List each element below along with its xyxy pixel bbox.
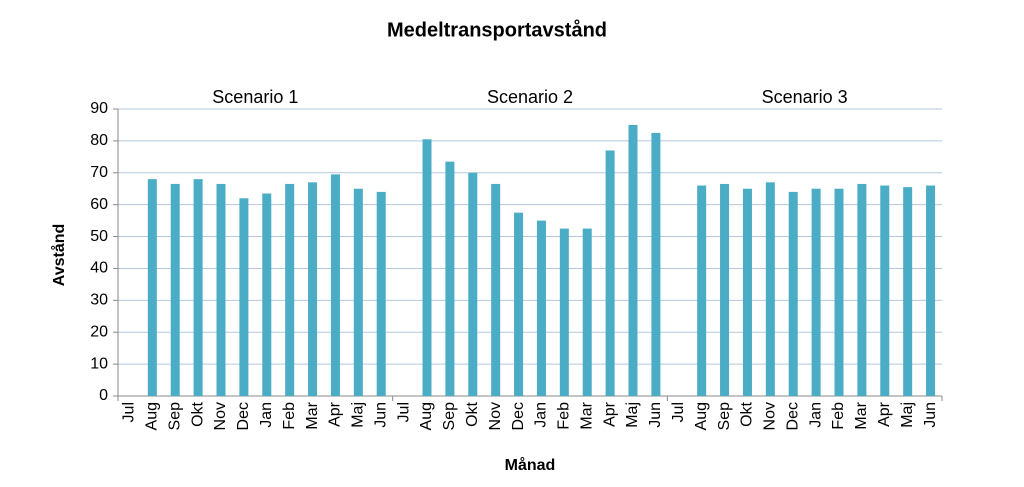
x-tick-label: Nov	[212, 402, 229, 430]
y-tick-label: 80	[90, 132, 108, 149]
bar	[239, 198, 249, 396]
bar	[880, 185, 890, 396]
y-tick-label: 20	[90, 323, 108, 340]
bar	[834, 188, 844, 396]
x-tick-label: Nov	[487, 402, 504, 430]
bar	[285, 183, 295, 396]
x-tick-label: Mar	[853, 401, 870, 429]
x-tick-label: Feb	[281, 402, 298, 430]
x-tick-label: Mar	[578, 401, 595, 429]
y-tick-label: 40	[90, 260, 108, 277]
bar	[628, 124, 638, 396]
bar	[216, 183, 226, 396]
panel-title: Scenario 2	[487, 87, 573, 107]
x-tick-label: Dec	[510, 402, 527, 430]
y-axis-label: Avstånd	[50, 224, 68, 287]
x-tick-label: Sep	[441, 402, 458, 431]
x-tick-label: Aug	[144, 402, 161, 430]
x-tick-label: Jan	[807, 402, 824, 428]
bar	[857, 183, 867, 396]
x-tick-label: Nov	[762, 402, 779, 430]
x-tick-label: Jul	[395, 402, 412, 422]
x-tick-label: Jun	[647, 402, 664, 428]
bar	[903, 187, 913, 396]
bar	[605, 150, 615, 396]
bar	[514, 212, 524, 396]
bar	[170, 183, 180, 396]
x-axis-label: Månad	[505, 456, 556, 474]
bar	[376, 191, 386, 396]
x-tick-label: Okt	[464, 401, 481, 426]
y-tick-label: 90	[90, 100, 108, 117]
bar	[720, 183, 730, 396]
bar	[468, 172, 478, 396]
x-tick-label: Feb	[556, 402, 573, 430]
panel-title: Scenario 3	[762, 87, 848, 107]
y-tick-label: 70	[90, 164, 108, 181]
bar	[765, 182, 775, 396]
bar	[330, 174, 340, 396]
x-tick-label: Maj	[624, 402, 641, 428]
bar	[422, 139, 432, 397]
x-tick-label: Mar	[304, 401, 321, 429]
x-tick-label: Jun	[922, 402, 939, 428]
bar	[536, 220, 546, 396]
y-tick-label: 10	[90, 355, 108, 372]
bar	[308, 182, 318, 396]
bar	[811, 188, 821, 396]
x-tick-label: Jan	[258, 402, 275, 428]
y-tick-label: 0	[99, 387, 108, 404]
bar	[742, 188, 752, 396]
y-tick-label: 50	[90, 228, 108, 245]
x-tick-label: Apr	[601, 401, 618, 427]
x-tick-label: Apr	[327, 401, 344, 427]
y-tick-label: 60	[90, 196, 108, 213]
bar	[193, 179, 203, 396]
x-tick-label: Maj	[899, 402, 916, 428]
x-tick-label: Okt	[739, 401, 756, 426]
x-tick-label: Apr	[876, 401, 893, 427]
bar	[697, 185, 707, 396]
bar	[559, 228, 569, 396]
y-tick-label: 30	[90, 292, 108, 309]
bar	[491, 183, 501, 396]
bar	[788, 191, 798, 396]
bar	[445, 161, 455, 396]
bar	[582, 228, 592, 396]
x-tick-label: Jun	[372, 402, 389, 428]
x-tick-label: Feb	[830, 402, 847, 430]
x-tick-label: Jul	[121, 402, 138, 422]
x-tick-label: Sep	[716, 402, 733, 431]
x-tick-label: Aug	[418, 402, 435, 430]
x-tick-label: Sep	[166, 402, 183, 431]
x-tick-label: Aug	[693, 402, 710, 430]
bar	[147, 179, 157, 396]
x-tick-label: Dec	[235, 402, 252, 430]
chart-title: Medeltransportavstånd	[387, 18, 607, 41]
bar	[651, 132, 661, 396]
bar	[262, 193, 272, 396]
bar	[926, 185, 936, 396]
bar	[353, 188, 363, 396]
x-tick-label: Okt	[189, 401, 206, 426]
x-tick-label: Jul	[670, 402, 687, 422]
x-tick-label: Dec	[784, 402, 801, 430]
x-tick-label: Jan	[533, 402, 550, 428]
x-tick-label: Maj	[350, 402, 367, 428]
panel-title: Scenario 1	[212, 87, 298, 107]
